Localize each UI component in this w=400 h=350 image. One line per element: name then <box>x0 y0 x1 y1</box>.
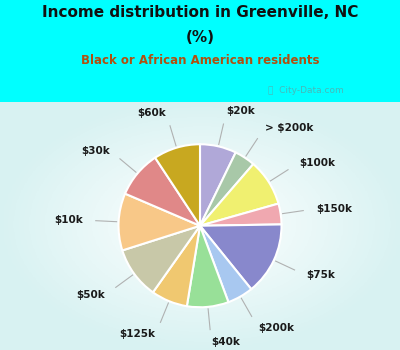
Wedge shape <box>200 224 282 289</box>
Text: $10k: $10k <box>54 215 83 225</box>
Text: Income distribution in Greenville, NC: Income distribution in Greenville, NC <box>42 5 358 20</box>
Wedge shape <box>155 144 200 226</box>
Text: $20k: $20k <box>226 106 255 117</box>
Wedge shape <box>200 204 282 226</box>
Text: Black or African American residents: Black or African American residents <box>81 54 319 67</box>
Wedge shape <box>122 226 200 292</box>
Wedge shape <box>200 153 253 226</box>
Text: ⓘ  City-Data.com: ⓘ City-Data.com <box>268 86 344 95</box>
Text: $75k: $75k <box>306 271 335 280</box>
Text: $30k: $30k <box>81 146 110 155</box>
Text: $125k: $125k <box>120 329 156 339</box>
Wedge shape <box>200 226 251 302</box>
Wedge shape <box>187 226 228 307</box>
Wedge shape <box>200 144 236 226</box>
Text: $40k: $40k <box>211 337 240 348</box>
Wedge shape <box>153 226 200 306</box>
Wedge shape <box>118 194 200 251</box>
Text: $200k: $200k <box>258 323 294 332</box>
Text: $150k: $150k <box>316 204 352 214</box>
Text: $100k: $100k <box>299 158 335 168</box>
Wedge shape <box>200 164 278 226</box>
Text: > $200k: > $200k <box>264 123 313 133</box>
Text: $60k: $60k <box>138 108 166 118</box>
Text: $50k: $50k <box>76 290 105 300</box>
Text: (%): (%) <box>186 30 214 45</box>
Wedge shape <box>125 158 200 226</box>
